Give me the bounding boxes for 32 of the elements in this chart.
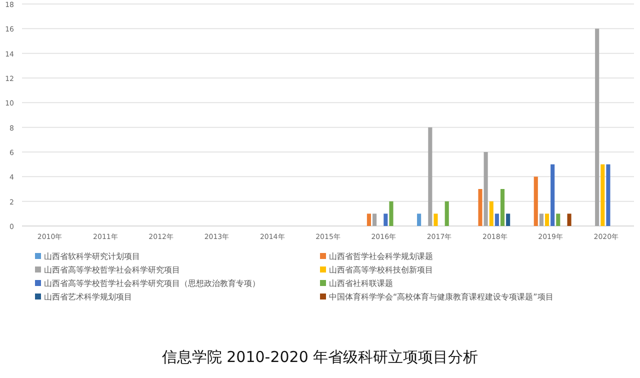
- bar: [600, 164, 605, 226]
- bar: [595, 28, 600, 226]
- bar: [544, 214, 550, 226]
- legend-label: 山西省软科学研究计划项目: [44, 252, 140, 261]
- bar: [506, 214, 510, 226]
- bar: [534, 176, 538, 226]
- bar: [434, 214, 438, 226]
- legend-label: 山西省艺术科学规划项目: [44, 292, 132, 302]
- bar: [366, 214, 372, 226]
- bar: [484, 152, 488, 226]
- text: 信息学院 2010-2020 年省级科研立项项目分析: [162, 348, 478, 366]
- legend-label: 山西省高等学校哲学社会科学研究项目: [44, 266, 180, 274]
- bar: [539, 214, 544, 226]
- bar: [556, 214, 560, 226]
- bar: [478, 189, 482, 226]
- bar: [389, 201, 394, 226]
- bar: [444, 201, 449, 226]
- bar: [372, 214, 377, 226]
- legend-label: 山西省高等学校科技创新项目: [329, 266, 433, 274]
- legend-label: 山西省高等学校哲学社会科学研究项目（思想政治教育专项）: [44, 279, 260, 288]
- bar: [384, 214, 388, 226]
- legend-label: 山西省哲学社会科学规划课题: [329, 252, 433, 261]
- bar: [489, 201, 494, 226]
- bar: [494, 214, 499, 226]
- legend-label: 山西省社科联课题: [329, 279, 393, 288]
- bar: [550, 164, 555, 226]
- bar: [417, 214, 422, 226]
- bar: [500, 189, 505, 226]
- bar: [428, 127, 432, 226]
- bar: [606, 164, 610, 226]
- legend-label: 中国体育科学学会“高校体育与健康教育课程建设专项课题”项目: [329, 292, 554, 302]
- bar: [567, 214, 572, 226]
